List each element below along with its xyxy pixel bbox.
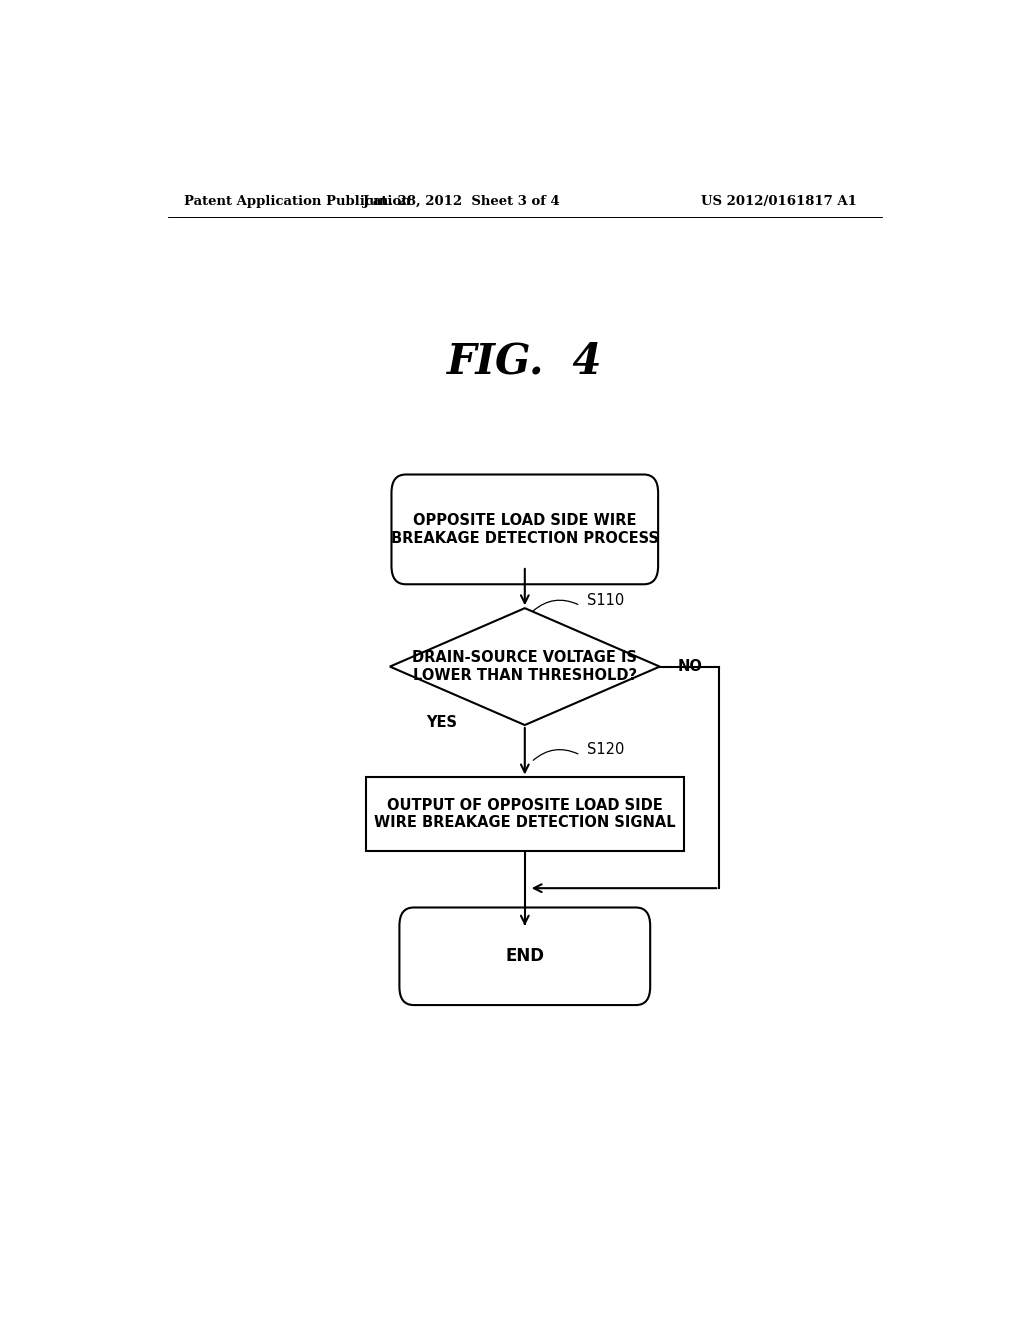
Text: END: END — [505, 948, 545, 965]
Text: NO: NO — [678, 659, 702, 675]
Text: Jun. 28, 2012  Sheet 3 of 4: Jun. 28, 2012 Sheet 3 of 4 — [362, 194, 560, 207]
Text: OUTPUT OF OPPOSITE LOAD SIDE
WIRE BREAKAGE DETECTION SIGNAL: OUTPUT OF OPPOSITE LOAD SIDE WIRE BREAKA… — [374, 797, 676, 830]
Text: Patent Application Publication: Patent Application Publication — [183, 194, 411, 207]
Bar — [367, 777, 684, 850]
FancyBboxPatch shape — [399, 907, 650, 1005]
Text: DRAIN-SOURCE VOLTAGE IS
LOWER THAN THRESHOLD?: DRAIN-SOURCE VOLTAGE IS LOWER THAN THRES… — [413, 651, 637, 682]
FancyBboxPatch shape — [391, 474, 658, 585]
Text: OPPOSITE LOAD SIDE WIRE
BREAKAGE DETECTION PROCESS: OPPOSITE LOAD SIDE WIRE BREAKAGE DETECTI… — [391, 513, 658, 545]
Text: US 2012/0161817 A1: US 2012/0161817 A1 — [700, 194, 857, 207]
Text: FIG.  4: FIG. 4 — [447, 341, 602, 383]
Text: S110: S110 — [587, 593, 624, 609]
Text: YES: YES — [426, 715, 458, 730]
Text: S120: S120 — [587, 742, 624, 758]
Polygon shape — [390, 609, 659, 725]
